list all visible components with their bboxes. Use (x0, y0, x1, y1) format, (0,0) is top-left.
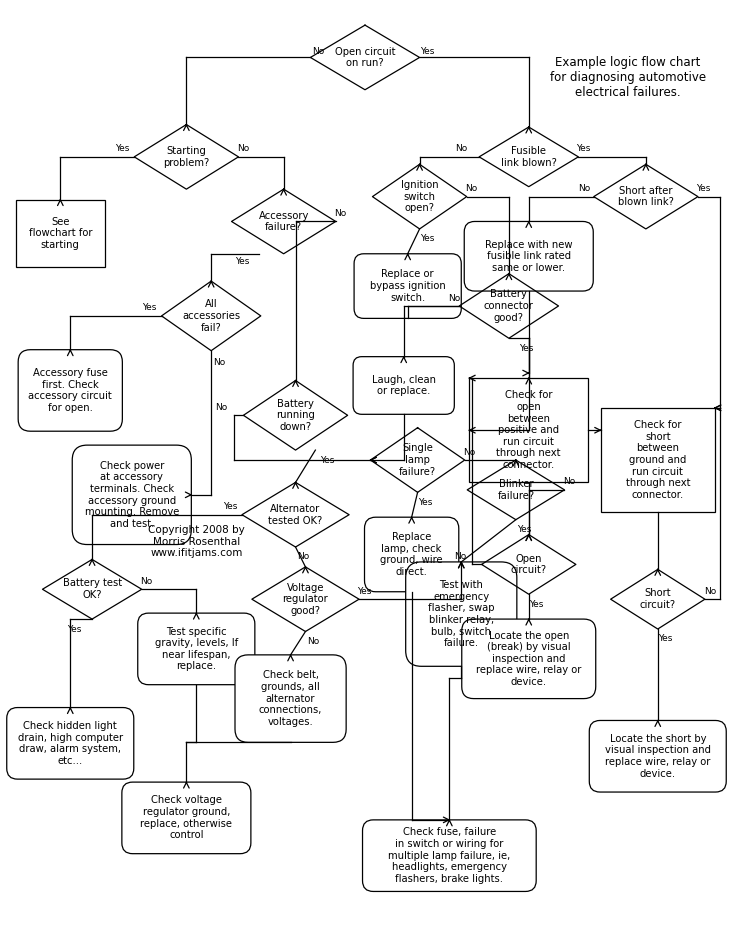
Text: Open
circuit?: Open circuit? (511, 554, 547, 575)
Text: Yes: Yes (529, 599, 544, 609)
Text: Yes: Yes (67, 624, 81, 634)
Text: Check for
short
between
ground and
run circuit
through next
connector.: Check for short between ground and run c… (626, 420, 690, 500)
Text: Accessory
failure?: Accessory failure? (259, 211, 308, 232)
Text: Example logic flow chart
for diagnosing automotive
electrical failures.: Example logic flow chart for diagnosing … (550, 56, 706, 99)
FancyBboxPatch shape (18, 350, 122, 432)
Text: Check for
open
between
positive and
run circuit
through next
connector.: Check for open between positive and run … (496, 391, 561, 470)
Text: Yes: Yes (357, 587, 371, 596)
Text: Voltage
regulator
good?: Voltage regulator good? (283, 582, 328, 616)
FancyBboxPatch shape (235, 655, 346, 743)
Text: Blinker
failure?: Blinker failure? (497, 479, 534, 500)
Text: Alternator
tested OK?: Alternator tested OK? (268, 504, 322, 526)
Text: No: No (335, 209, 346, 218)
Text: No: No (577, 185, 590, 193)
Text: See
flowchart for
starting: See flowchart for starting (29, 217, 92, 250)
Text: Yes: Yes (576, 144, 591, 154)
Text: No: No (307, 637, 319, 646)
Text: No: No (564, 477, 575, 487)
FancyBboxPatch shape (589, 720, 726, 792)
Text: Single
lamp
failure?: Single lamp failure? (399, 444, 436, 476)
Text: No: No (298, 553, 310, 561)
Text: No: No (216, 403, 228, 412)
Text: Yes: Yes (659, 635, 673, 643)
Text: Fusible
link blown?: Fusible link blown? (501, 146, 557, 168)
Text: Battery
running
down?: Battery running down? (276, 399, 315, 432)
Text: Replace
lamp, check
ground, wire
direct.: Replace lamp, check ground, wire direct. (380, 532, 443, 577)
Text: Check power
at accessory
terminals. Check
accessory ground
mounting. Remove
and : Check power at accessory terminals. Chec… (85, 460, 179, 528)
Text: Battery
connector
good?: Battery connector good? (484, 289, 534, 322)
Text: Check voltage
regulator ground,
replace, otherwise
control: Check voltage regulator ground, replace,… (140, 796, 232, 841)
Text: Yes: Yes (696, 185, 710, 193)
Text: Yes: Yes (143, 304, 157, 312)
Text: No: No (312, 47, 325, 56)
Text: Battery test
OK?: Battery test OK? (63, 579, 121, 600)
Bar (469, 378, 588, 483)
FancyBboxPatch shape (122, 782, 251, 854)
Text: Yes: Yes (418, 498, 433, 507)
FancyBboxPatch shape (365, 517, 459, 592)
Text: Test with
emergency
flasher, swap
blinker relay,
bulb, switch
failure.: Test with emergency flasher, swap blinke… (428, 580, 494, 648)
Text: No: No (704, 587, 716, 596)
Text: No: No (466, 185, 478, 193)
FancyBboxPatch shape (7, 707, 134, 779)
Text: Check belt,
grounds, all
alternator
connections,
voltages.: Check belt, grounds, all alternator conn… (259, 670, 322, 727)
Text: Yes: Yes (420, 47, 435, 56)
Text: Test specific
gravity, levels, If
near lifespan,
replace.: Test specific gravity, levels, If near l… (155, 626, 238, 671)
Text: No: No (455, 144, 467, 154)
Text: Yes: Yes (320, 456, 335, 464)
Text: No: No (238, 144, 249, 154)
FancyBboxPatch shape (406, 562, 517, 666)
FancyBboxPatch shape (464, 222, 594, 291)
Text: No: No (140, 577, 153, 586)
Text: Yes: Yes (517, 525, 531, 534)
Text: Short after
blown link?: Short after blown link? (618, 185, 674, 208)
Text: Open circuit
on run?: Open circuit on run? (335, 47, 395, 68)
Bar (15, 199, 105, 267)
Bar (601, 408, 715, 513)
Text: Yes: Yes (115, 144, 129, 154)
FancyBboxPatch shape (354, 254, 461, 319)
Text: No: No (454, 552, 466, 561)
Text: Replace with new
fusible link rated
same or lower.: Replace with new fusible link rated same… (485, 240, 572, 273)
Text: Yes: Yes (420, 234, 435, 243)
FancyBboxPatch shape (363, 820, 537, 891)
Text: Yes: Yes (223, 502, 238, 512)
Text: No: No (213, 358, 225, 367)
Text: Locate the open
(break) by visual
inspection and
replace wire, relay or
device.: Locate the open (break) by visual inspec… (476, 631, 581, 687)
Text: Laugh, clean
or replace.: Laugh, clean or replace. (371, 375, 436, 396)
Text: Check fuse, failure
in switch or wiring for
multiple lamp failure, ie,
headlight: Check fuse, failure in switch or wiring … (388, 828, 510, 884)
Text: No: No (448, 294, 461, 303)
Text: Yes: Yes (520, 344, 534, 352)
Text: No: No (463, 447, 476, 457)
FancyBboxPatch shape (353, 357, 455, 415)
Text: All
accessories
fail?: All accessories fail? (182, 299, 240, 333)
Text: Ignition
switch
open?: Ignition switch open? (401, 180, 439, 213)
Text: Short
circuit?: Short circuit? (640, 588, 676, 610)
FancyBboxPatch shape (72, 445, 192, 544)
Text: Replace or
bypass ignition
switch.: Replace or bypass ignition switch. (370, 269, 446, 303)
Text: Locate the short by
visual inspection and
replace wire, relay or
device.: Locate the short by visual inspection an… (605, 733, 711, 778)
Text: Accessory fuse
first. Check
accessory circuit
for open.: Accessory fuse first. Check accessory ci… (29, 368, 112, 413)
FancyBboxPatch shape (462, 619, 596, 699)
Text: Check hidden light
drain, high computer
draw, alarm system,
etc...: Check hidden light drain, high computer … (18, 721, 123, 766)
Text: Copyright 2008 by
Morris Rosenthal
www.ifitjams.com: Copyright 2008 by Morris Rosenthal www.i… (148, 525, 245, 558)
FancyBboxPatch shape (137, 613, 255, 685)
Text: Yes: Yes (235, 257, 249, 267)
Text: Starting
problem?: Starting problem? (163, 146, 210, 168)
